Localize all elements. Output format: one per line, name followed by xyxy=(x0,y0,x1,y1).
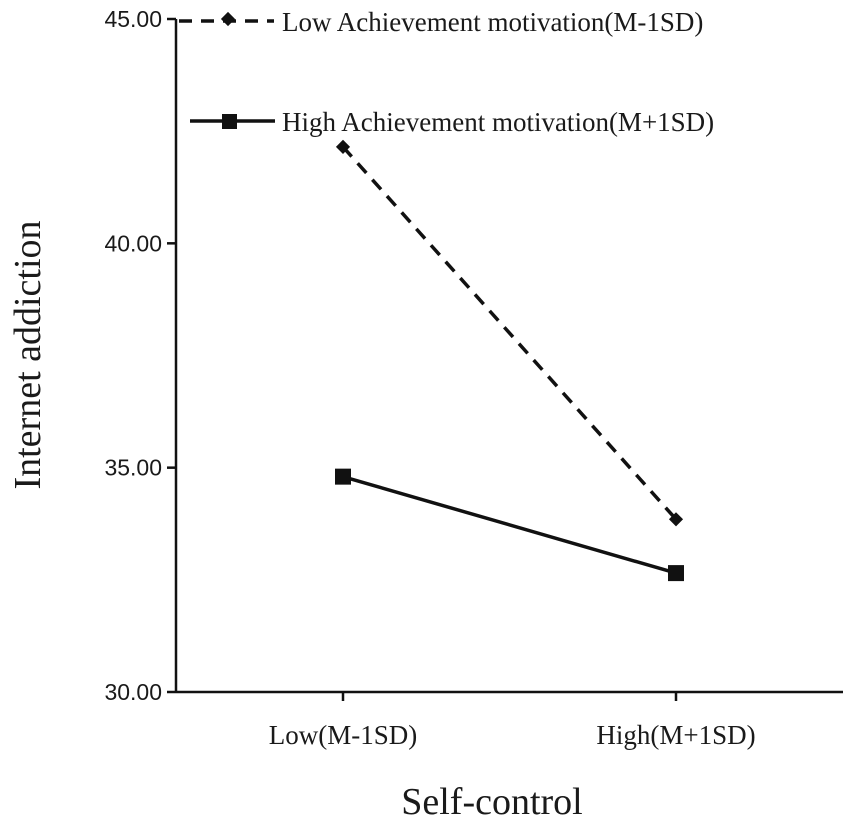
y-tick-label: 30.00 xyxy=(104,679,162,705)
data-point-square xyxy=(335,468,351,485)
y-axis-title: Internet addiction xyxy=(7,220,49,489)
y-tick-label: 35.00 xyxy=(104,455,162,481)
data-point-diamond xyxy=(668,512,684,527)
y-tick-label: 40.00 xyxy=(104,230,162,256)
legend-diamond-marker xyxy=(220,11,236,27)
chart-axes xyxy=(174,19,843,694)
legend-item-low-achievement: Low Achievement motivation(M-1SD) xyxy=(179,7,703,37)
x-tick-label: High(M+1SD) xyxy=(596,720,755,750)
x-axis-title: Self-control xyxy=(401,781,583,823)
legend-item-high-achievement: High Achievement motivation(M+1SD) xyxy=(190,107,714,137)
series-layer xyxy=(335,139,684,582)
x-axis-ticks: Low(M-1SD) High(M+1SD) xyxy=(269,692,756,750)
legend: Low Achievement motivation(M-1SD) High A… xyxy=(179,7,714,137)
data-point-square xyxy=(668,565,684,582)
y-tick-label: 45.00 xyxy=(104,6,162,32)
x-tick-label: Low(M-1SD) xyxy=(269,720,418,750)
legend-label-high-achievement: High Achievement motivation(M+1SD) xyxy=(282,107,714,137)
y-axis-ticks: 30.00 35.00 40.00 45.00 xyxy=(104,6,176,705)
series-line-low-achievement xyxy=(341,145,678,521)
series-line-high-achievement xyxy=(342,474,677,575)
data-point-diamond xyxy=(335,139,351,154)
legend-label-low-achievement: Low Achievement motivation(M-1SD) xyxy=(282,7,703,37)
legend-square-marker xyxy=(222,114,237,129)
